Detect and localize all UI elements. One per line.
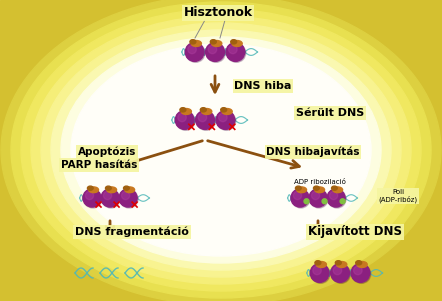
Ellipse shape [231,40,236,44]
Ellipse shape [125,187,135,193]
Circle shape [352,265,371,283]
Circle shape [327,189,345,207]
Text: Kijavított DNS: Kijavított DNS [308,225,402,238]
Circle shape [332,265,351,283]
Ellipse shape [335,261,341,265]
Text: ADP ribozilació: ADP ribozilació [294,179,346,185]
Circle shape [175,111,194,129]
Ellipse shape [333,187,343,193]
Circle shape [84,190,102,208]
Circle shape [206,43,225,61]
Circle shape [226,43,245,61]
Ellipse shape [297,187,306,193]
Ellipse shape [357,262,367,268]
Circle shape [219,113,227,122]
Ellipse shape [181,109,191,114]
Ellipse shape [232,41,242,46]
Text: DNS hiba: DNS hiba [234,81,292,91]
Circle shape [322,199,327,204]
Ellipse shape [356,261,362,265]
Ellipse shape [107,187,117,193]
Ellipse shape [315,261,321,265]
Text: Apoptózis: Apoptózis [78,147,136,157]
Circle shape [197,112,215,130]
Circle shape [103,191,112,200]
Circle shape [331,264,349,282]
Circle shape [120,190,138,208]
Circle shape [176,112,195,130]
Circle shape [119,189,137,207]
Circle shape [310,264,329,282]
Circle shape [208,45,217,54]
Ellipse shape [51,30,391,270]
Circle shape [312,191,320,200]
Circle shape [291,189,309,207]
Ellipse shape [295,186,301,190]
Ellipse shape [221,108,227,112]
Ellipse shape [180,108,186,112]
Circle shape [101,189,119,207]
Circle shape [351,264,370,282]
Ellipse shape [41,23,401,277]
Ellipse shape [222,109,232,114]
Circle shape [310,190,328,208]
Circle shape [186,44,205,62]
Text: Sérült DNS: Sérült DNS [296,108,364,118]
Circle shape [329,191,338,200]
Circle shape [178,113,186,122]
Ellipse shape [61,37,381,263]
Circle shape [207,44,225,62]
Ellipse shape [200,108,206,112]
Text: PARP hasítás: PARP hasítás [61,160,137,170]
Ellipse shape [106,186,111,190]
Ellipse shape [202,109,212,114]
Ellipse shape [88,186,93,190]
Text: Poli
(ADP-ribóz): Poli (ADP-ribóz) [378,189,418,203]
Ellipse shape [337,262,347,268]
Circle shape [85,191,94,200]
Ellipse shape [31,16,411,284]
Circle shape [340,199,345,204]
Text: DNS fragmentáció: DNS fragmentáció [75,227,189,237]
Ellipse shape [89,187,99,193]
Ellipse shape [212,41,222,46]
Circle shape [328,190,346,208]
Circle shape [185,43,204,61]
Ellipse shape [210,40,216,44]
Circle shape [122,191,130,200]
Circle shape [216,111,235,129]
Circle shape [354,266,362,275]
Circle shape [292,190,310,208]
Circle shape [309,189,327,207]
Ellipse shape [332,186,337,190]
Ellipse shape [315,187,324,193]
Ellipse shape [11,2,431,298]
Text: Hisztonok: Hisztonok [183,7,252,20]
Ellipse shape [123,186,129,190]
Ellipse shape [316,262,326,268]
Circle shape [198,113,207,122]
Circle shape [293,191,301,200]
Ellipse shape [313,186,319,190]
Circle shape [227,44,246,62]
Circle shape [102,190,120,208]
Circle shape [188,45,196,54]
Ellipse shape [71,44,371,256]
Text: DNS hibajavítás: DNS hibajavítás [266,147,360,157]
Ellipse shape [21,9,421,291]
Circle shape [217,112,236,130]
Ellipse shape [190,40,196,44]
Circle shape [313,266,321,275]
Circle shape [83,189,101,207]
Circle shape [333,266,342,275]
Ellipse shape [191,41,202,46]
Circle shape [311,265,330,283]
Circle shape [304,199,309,204]
Circle shape [196,111,214,129]
Circle shape [229,45,237,54]
